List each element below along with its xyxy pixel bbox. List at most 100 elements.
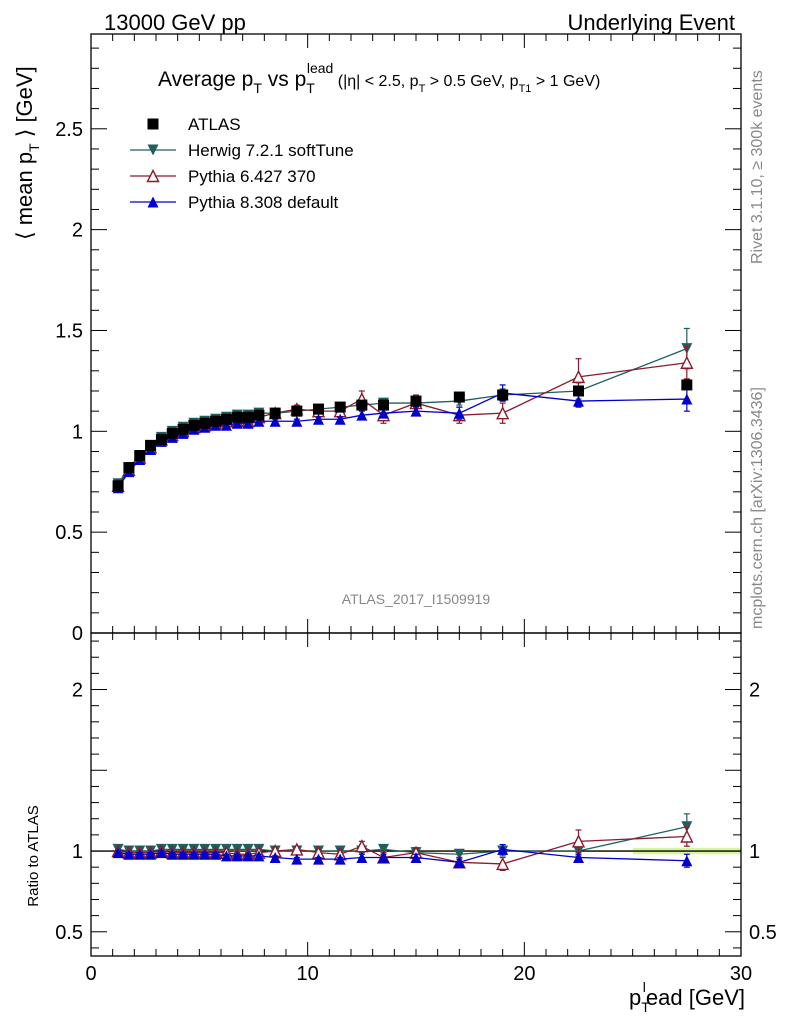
- data-point: [573, 395, 584, 407]
- header-left: 13000 GeV pp: [104, 10, 246, 35]
- series-pythia-8-308-default: [112, 384, 693, 494]
- xlabel-sub: T: [641, 999, 650, 1015]
- y-tick-label-right: 1: [749, 841, 760, 863]
- data-point: [681, 393, 693, 405]
- data-point: [134, 450, 146, 462]
- data-point: [453, 856, 465, 868]
- data-point: [177, 848, 189, 860]
- data-point: [334, 413, 346, 425]
- data-point: [410, 395, 422, 407]
- ylabel-ratio: Ratio to ATLAS: [25, 805, 42, 906]
- data-point: [453, 848, 465, 860]
- legend-label: Pythia 8.308 default: [188, 193, 339, 212]
- data-point: [231, 411, 243, 423]
- data-point: [123, 462, 135, 474]
- data-point: [242, 417, 254, 429]
- data-point: [681, 855, 693, 867]
- rivet-label: Rivet 3.1.10, ≥ 300k events: [749, 70, 766, 264]
- data-point: [253, 850, 265, 862]
- data-point: [378, 843, 389, 855]
- x-tick-label: 20: [513, 963, 535, 985]
- data-point: [410, 405, 422, 417]
- legend-marker: [147, 118, 159, 130]
- data-point: [313, 853, 324, 865]
- data-point: [410, 851, 422, 863]
- y-tick-label-right: 0.5: [749, 922, 777, 944]
- data-point: [291, 853, 303, 865]
- data-point: [497, 843, 509, 855]
- y-tick-label: 1.5: [55, 320, 83, 342]
- data-point: [231, 417, 243, 429]
- data-point: [291, 405, 303, 417]
- data-point: [188, 848, 200, 860]
- legend-marker: [147, 144, 159, 156]
- data-point: [220, 419, 232, 431]
- x-tick-label: 10: [297, 963, 319, 985]
- legend: ATLAS Herwig 7.2.1 softTune Pythia 6.427 3…: [130, 115, 354, 212]
- x-tick-label: 30: [730, 963, 752, 985]
- xlabel: pTlead [GeV]: [629, 979, 745, 1015]
- ratio-frame: [90, 632, 742, 957]
- ylabel-main-text: ⟨ mean p: [12, 152, 37, 240]
- data-point: [242, 411, 254, 423]
- title-cuts-mid: > 0.5 GeV, p: [425, 73, 518, 90]
- title-vs-sup: lead: [307, 60, 333, 76]
- data-point: [112, 480, 124, 492]
- data-point: [378, 407, 389, 419]
- title-cuts: (|η| < 2.5, p: [333, 73, 418, 90]
- data-point: [291, 415, 303, 427]
- title-vs-sub: T: [306, 80, 315, 96]
- title-main: Average p: [158, 68, 253, 91]
- y-tick-label: 0.5: [55, 922, 83, 944]
- data-point: [145, 848, 157, 860]
- y-tick-label: 2.5: [55, 119, 83, 141]
- data-point: [199, 848, 211, 860]
- data-point: [313, 413, 324, 425]
- data-point: [453, 391, 465, 403]
- data-point: [573, 385, 584, 397]
- y-tick-label-right: 2: [749, 680, 760, 702]
- series-herwig-7-2-1-softtune: [112, 327, 693, 490]
- data-point: [680, 355, 694, 369]
- data-point: [356, 851, 368, 863]
- data-point: [242, 850, 254, 862]
- data-point: [571, 834, 586, 848]
- data-point: [573, 851, 584, 863]
- ratio-panel: 0.5 0.51 12 20 10 20 30: [55, 632, 777, 985]
- data-point: [269, 407, 281, 419]
- title-cuts-end: > 1 GeV): [531, 73, 600, 90]
- legend-marker: [146, 168, 160, 183]
- y-tick-label: 0.5: [55, 522, 83, 544]
- main-panel: 0 0.5 1 1.5 2 2.5: [55, 33, 742, 645]
- ylabel-main-end: ⟩ [GeV]: [12, 66, 37, 143]
- data-point: [210, 415, 222, 427]
- data-point: [220, 413, 232, 425]
- data-point: [177, 423, 189, 435]
- legend-label: Pythia 6.427 370: [188, 167, 316, 186]
- data-point: [199, 417, 211, 429]
- y-tick-label: 2: [72, 220, 83, 242]
- y-tick-label: 0: [72, 623, 83, 645]
- xlabel-a: p: [629, 985, 641, 1010]
- data-point: [453, 407, 465, 419]
- data-point: [231, 850, 243, 862]
- data-point: [571, 369, 586, 384]
- chart-title: Average pT vs pTlead (|η| < 2.5, pT > 0.…: [158, 60, 600, 96]
- data-point: [334, 401, 346, 413]
- title-cuts-sub1: T: [419, 83, 426, 95]
- data-point: [210, 848, 222, 860]
- ylabel-main-sub: T: [26, 143, 42, 152]
- data-point: [680, 829, 694, 843]
- mcplots-label: mcplots.cern.ch [arXiv:1306.3436]: [749, 387, 766, 629]
- data-point: [253, 415, 265, 427]
- y-tick-label: 2: [72, 680, 83, 702]
- data-point: [269, 851, 281, 863]
- legend-label: ATLAS: [188, 115, 241, 134]
- data-point: [123, 848, 135, 860]
- data-point: [112, 847, 124, 859]
- xlabel-b: ead [GeV]: [646, 985, 745, 1010]
- data-point: [145, 439, 157, 451]
- data-point: [378, 851, 389, 863]
- legend-label: Herwig 7.2.1 softTune: [188, 141, 354, 160]
